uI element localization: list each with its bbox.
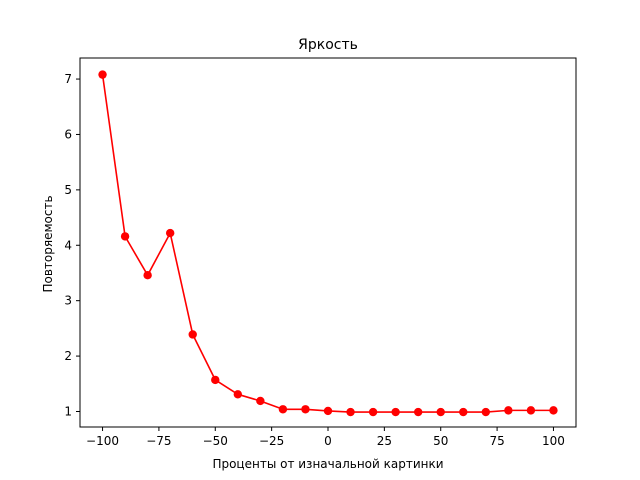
y-axis-label: Повторяемость — [41, 195, 55, 292]
y-tick-label: 5 — [64, 183, 72, 197]
data-point — [481, 407, 491, 417]
x-tick-label: 0 — [324, 434, 332, 448]
data-point — [436, 407, 445, 417]
data-point — [278, 405, 288, 414]
data-point — [413, 407, 423, 417]
series-layer — [98, 70, 558, 417]
y-tick-label: 1 — [64, 404, 72, 418]
y-axis: 1 2 3 4 5 6 7 — [64, 72, 80, 418]
data-point — [301, 405, 310, 414]
y-tick-label: 3 — [64, 294, 72, 308]
x-tick-label: 75 — [489, 434, 504, 448]
x-tick-label: −25 — [259, 434, 284, 448]
data-point — [368, 407, 378, 417]
data-point — [526, 406, 536, 415]
y-tick-label: 7 — [64, 72, 72, 86]
x-tick-label: −50 — [203, 434, 228, 448]
data-point — [165, 228, 175, 238]
data-point — [459, 407, 468, 417]
data-point — [323, 406, 333, 416]
y-tick-label: 2 — [64, 349, 72, 363]
x-tick-label: 100 — [542, 434, 565, 448]
data-point — [391, 407, 400, 417]
x-axis: −100 −75 −50 −25 0 25 50 75 100 — [86, 427, 565, 448]
data-point — [98, 70, 107, 79]
y-tick-label: 4 — [64, 238, 72, 252]
data-point — [143, 270, 152, 280]
data-point — [188, 330, 197, 339]
x-axis-label: Проценты от изначальной картинки — [212, 457, 443, 471]
data-point — [120, 232, 130, 241]
x-tick-label: 25 — [377, 434, 392, 448]
data-point — [256, 396, 265, 406]
x-tick-label: 50 — [433, 434, 448, 448]
x-tick-label: −100 — [86, 434, 119, 448]
data-point — [346, 407, 355, 417]
x-tick-label: −75 — [146, 434, 171, 448]
data-point — [233, 390, 243, 399]
data-point — [211, 375, 220, 385]
y-tick-label: 6 — [64, 127, 72, 141]
chart-title: Яркость — [298, 37, 358, 53]
data-point — [549, 406, 558, 415]
data-point — [504, 406, 513, 415]
